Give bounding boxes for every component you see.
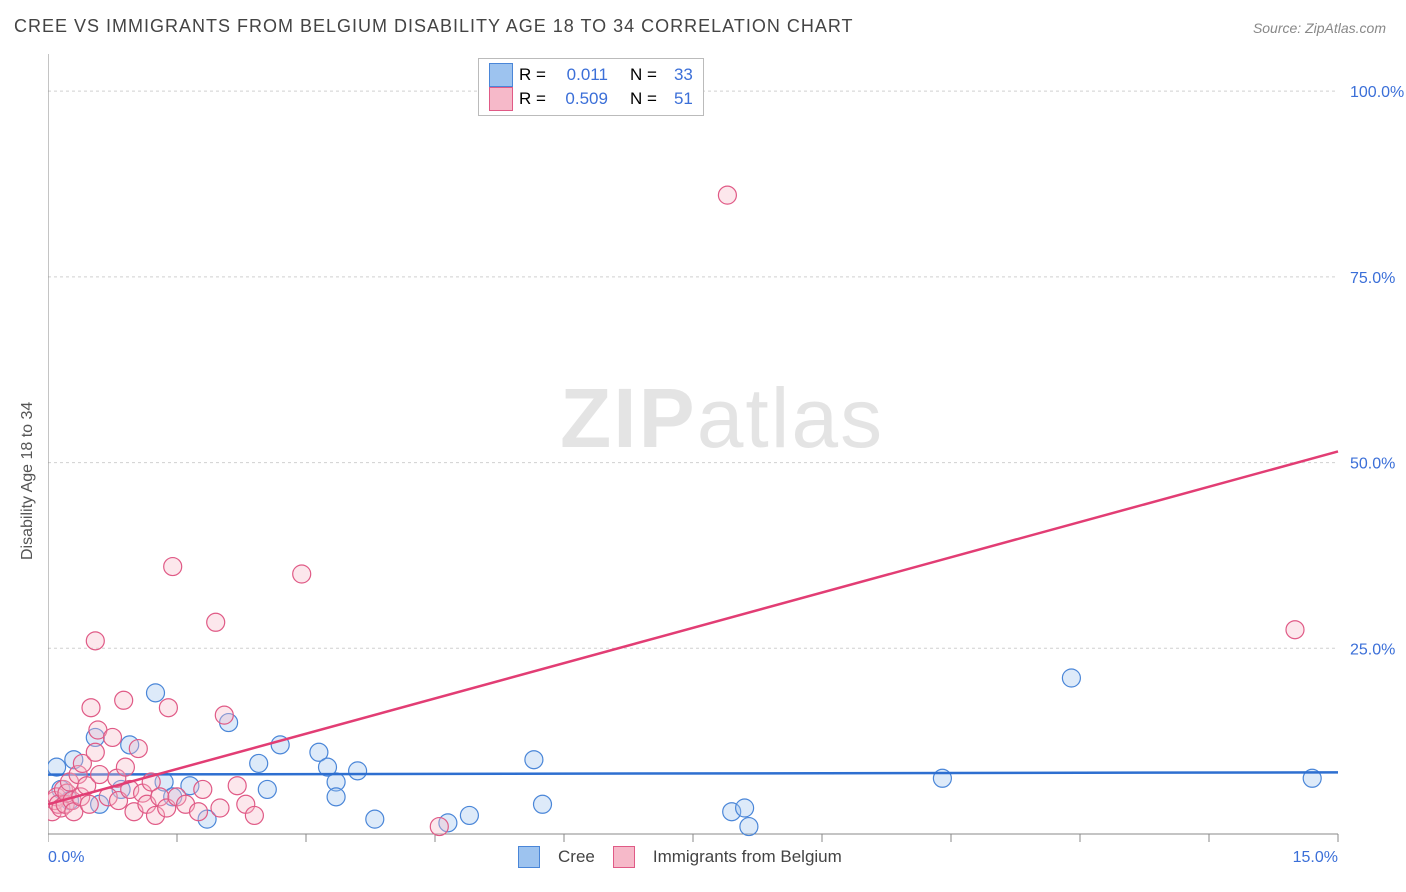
series-legend: Cree Immigrants from Belgium bbox=[518, 846, 842, 868]
n-value: 33 bbox=[663, 65, 693, 85]
y-axis-label: Disability Age 18 to 34 bbox=[19, 402, 37, 560]
r-value: 0.509 bbox=[552, 89, 608, 109]
n-value: 51 bbox=[663, 89, 693, 109]
legend-label-cree: Cree bbox=[558, 847, 595, 867]
chart-container: CREE VS IMMIGRANTS FROM BELGIUM DISABILI… bbox=[0, 0, 1406, 892]
svg-text:0.0%: 0.0% bbox=[48, 849, 84, 866]
r-label: R = bbox=[519, 89, 546, 109]
legend-swatch-icon bbox=[489, 63, 513, 87]
r-label: R = bbox=[519, 65, 546, 85]
svg-text:75.0%: 75.0% bbox=[1350, 270, 1395, 287]
legend-label-belgium: Immigrants from Belgium bbox=[653, 847, 842, 867]
svg-text:100.0%: 100.0% bbox=[1350, 84, 1404, 101]
r-value: 0.011 bbox=[552, 65, 608, 85]
n-label: N = bbox=[630, 89, 657, 109]
svg-text:50.0%: 50.0% bbox=[1350, 456, 1395, 473]
legend-swatch-icon bbox=[489, 87, 513, 111]
svg-text:15.0%: 15.0% bbox=[1293, 849, 1338, 866]
legend-swatch-icon bbox=[518, 846, 540, 868]
svg-text:25.0%: 25.0% bbox=[1350, 641, 1395, 658]
chart-title: CREE VS IMMIGRANTS FROM BELGIUM DISABILI… bbox=[14, 16, 854, 37]
correlation-legend: R = 0.011 N = 33 R = 0.509 N = 51 bbox=[478, 58, 704, 116]
n-label: N = bbox=[630, 65, 657, 85]
legend-row-belgium: R = 0.509 N = 51 bbox=[489, 87, 693, 111]
scatter-plot: 25.0% 50.0% 75.0% 100.0% 0.0% 15.0% bbox=[48, 54, 1406, 884]
legend-swatch-icon bbox=[613, 846, 635, 868]
source-label: Source: ZipAtlas.com bbox=[1253, 20, 1386, 36]
legend-row-cree: R = 0.011 N = 33 bbox=[489, 63, 693, 87]
